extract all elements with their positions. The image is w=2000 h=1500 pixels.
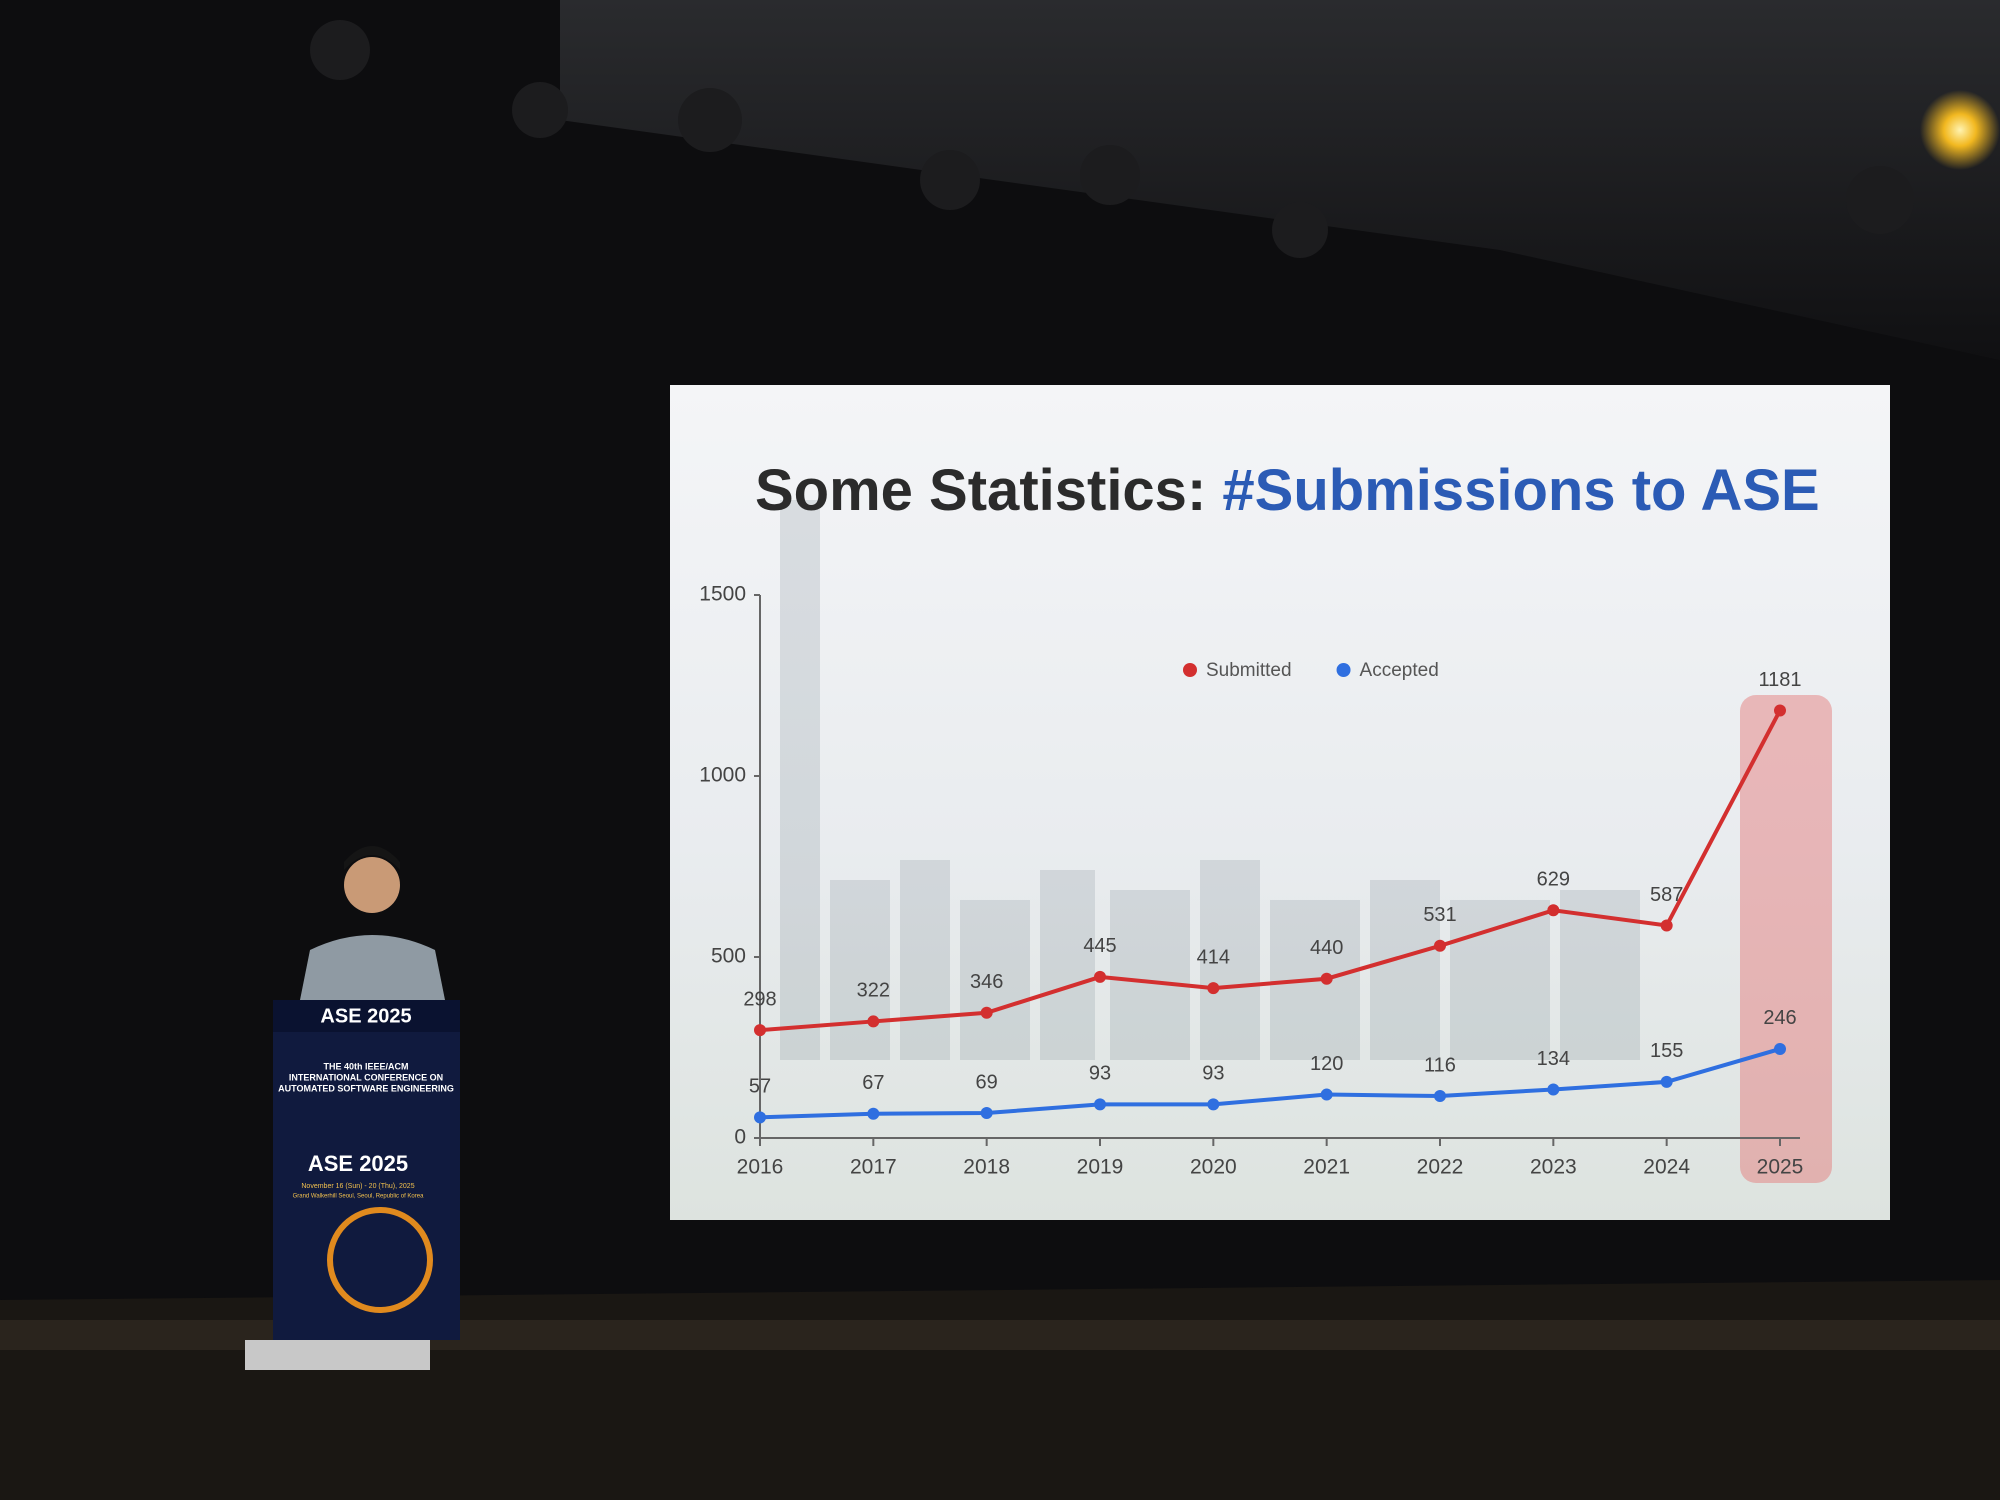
data-label: 445 <box>1083 935 1116 957</box>
data-label: 629 <box>1537 869 1570 891</box>
data-label: 67 <box>862 1072 884 1094</box>
x-tick-label: 2017 <box>850 1156 897 1179</box>
y-tick-label: 1500 <box>699 583 746 606</box>
data-point <box>1660 1075 1673 1088</box>
y-tick-label: 1000 <box>699 764 746 787</box>
x-tick-label: 2025 <box>1757 1156 1804 1179</box>
data-label: 116 <box>1424 1054 1456 1076</box>
data-label: 414 <box>1197 946 1230 968</box>
data-point <box>1207 1098 1220 1111</box>
data-point <box>867 1107 880 1120</box>
title-highlight: #Submissions to ASE <box>1222 458 1819 523</box>
ceiling <box>560 0 2000 360</box>
data-label: 587 <box>1650 884 1683 906</box>
legend-label: Submitted <box>1206 660 1292 681</box>
data-label: 298 <box>743 988 776 1010</box>
presenter <box>300 846 445 1000</box>
x-tick-label: 2022 <box>1417 1156 1464 1179</box>
data-point <box>754 1024 766 1037</box>
data-label: 93 <box>1202 1063 1224 1085</box>
data-point <box>1547 1083 1560 1096</box>
data-point <box>1094 970 1106 983</box>
data-label: 322 <box>857 980 890 1002</box>
data-point <box>1774 1042 1786 1055</box>
data-label: 134 <box>1537 1048 1570 1070</box>
data-label: 440 <box>1310 937 1343 959</box>
data-point <box>867 1015 880 1028</box>
podium-line: AUTOMATED SOFTWARE ENGINEERING <box>278 1083 454 1093</box>
data-point <box>1434 1090 1446 1103</box>
spotlight <box>1920 90 2000 170</box>
podium-date: November 16 (Sun) - 20 (Thu), 2025 <box>301 1183 414 1190</box>
title-lead: Some Statistics: <box>755 458 1206 523</box>
x-tick-label: 2023 <box>1530 1156 1577 1179</box>
legend-swatch <box>1336 663 1351 677</box>
series-line <box>759 1047 1781 1120</box>
data-point <box>1094 1098 1106 1111</box>
data-label: 346 <box>970 971 1003 993</box>
data-point <box>980 1107 993 1120</box>
y-tick-label: 0 <box>734 1126 746 1149</box>
podium-banner: ASE 2025 <box>320 1005 411 1027</box>
slide <box>670 385 1890 1220</box>
highlight-band <box>1740 695 1832 1183</box>
stage-lights <box>310 20 1914 258</box>
x-tick-label: 2021 <box>1303 1156 1350 1179</box>
data-label: 93 <box>1089 1063 1111 1085</box>
podium-venue: Grand Walkerhill Seoul, Seoul, Republic … <box>293 1194 425 1200</box>
podium-line: INTERNATIONAL CONFERENCE ON <box>289 1072 443 1082</box>
x-tick-label: 2016 <box>737 1156 784 1179</box>
data-point <box>1434 939 1446 952</box>
y-tick-label: 500 <box>711 945 746 968</box>
data-point <box>1207 982 1220 995</box>
data-point <box>1320 1088 1333 1101</box>
chart-title: Some Statistics: #Submissions to ASE <box>755 458 1820 523</box>
slide-skyline <box>780 500 1640 1060</box>
data-point <box>754 1111 766 1124</box>
data-point <box>1320 972 1333 985</box>
data-point <box>1547 904 1560 917</box>
podium: ASE 2025 THE 40th IEEE/ACM INTERNATIONAL… <box>245 1000 460 1370</box>
data-label: 120 <box>1310 1053 1343 1075</box>
legend-swatch <box>1183 663 1197 677</box>
legend-label: Accepted <box>1360 660 1439 681</box>
data-label: 531 <box>1423 904 1456 926</box>
data-point <box>980 1006 993 1019</box>
data-point <box>1774 704 1786 717</box>
x-tick-label: 2024 <box>1643 1156 1690 1179</box>
podium-logo: ASE 2025 <box>308 1151 408 1176</box>
podium-line: THE 40th IEEE/ACM <box>323 1061 408 1071</box>
data-label: 57 <box>749 1076 771 1098</box>
x-tick-label: 2020 <box>1190 1156 1237 1179</box>
x-tick-label: 2019 <box>1077 1156 1124 1179</box>
series-line <box>759 709 1782 1033</box>
data-label: 246 <box>1763 1007 1796 1029</box>
data-label: 69 <box>976 1071 998 1093</box>
data-label: 1181 <box>1758 669 1801 691</box>
x-tick-label: 2018 <box>963 1156 1010 1179</box>
data-label: 155 <box>1650 1040 1683 1062</box>
data-point <box>1660 919 1673 932</box>
